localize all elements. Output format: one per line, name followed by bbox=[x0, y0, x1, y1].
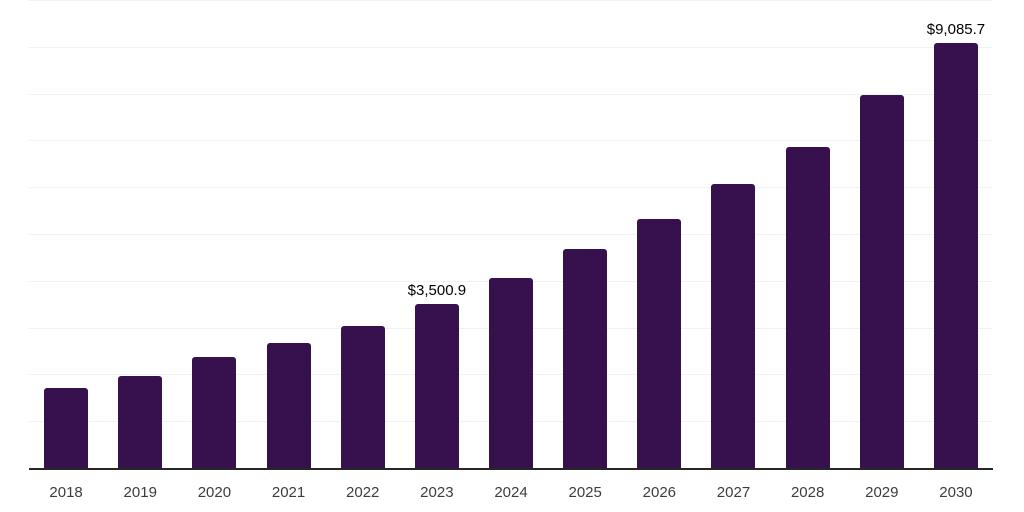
bar-group-2029 bbox=[845, 0, 919, 468]
bar-2028[interactable] bbox=[785, 146, 830, 468]
x-tick-label-2022: 2022 bbox=[346, 484, 380, 501]
bar-2026[interactable] bbox=[637, 218, 682, 468]
bar-group-2023: $3,500.9 bbox=[400, 0, 474, 468]
bar-group-2026 bbox=[622, 0, 696, 468]
x-tick-label-2028: 2028 bbox=[790, 484, 825, 501]
bar-2030[interactable] bbox=[933, 42, 978, 468]
x-tick-label-2026: 2026 bbox=[642, 484, 677, 501]
bar-value-label-2030: $9,085.7 bbox=[926, 20, 986, 38]
bar-group-2018 bbox=[29, 0, 103, 468]
bars: $3,500.9 $9,085.7 bbox=[29, 0, 993, 468]
bar-group-2028 bbox=[771, 0, 845, 468]
bar-2021[interactable] bbox=[266, 343, 311, 468]
x-tick-label-2024: 2024 bbox=[494, 484, 528, 501]
x-axis-line bbox=[29, 468, 993, 470]
bar-2023[interactable] bbox=[414, 304, 459, 468]
bar-group-2020 bbox=[177, 0, 251, 468]
gridline-8000 bbox=[29, 93, 993, 95]
x-tick-label-2029: 2029 bbox=[865, 484, 899, 501]
plot-area: $3,500.9 $9,085.7 bbox=[29, 0, 993, 468]
bar-group-2024 bbox=[474, 0, 548, 468]
gridline-6000 bbox=[29, 187, 993, 189]
x-axis-labels: 2018 2019 2020 2021 2022 2023 2024 2025 2026 2027… bbox=[29, 483, 993, 503]
bar-group-2022 bbox=[326, 0, 400, 468]
bar-2025[interactable] bbox=[563, 248, 608, 468]
bar-2022[interactable] bbox=[340, 326, 385, 468]
bar-group-2030: $9,085.7 bbox=[919, 0, 993, 468]
bar-value-label-2023: $3,500.9 bbox=[407, 282, 467, 300]
bar-group-2021 bbox=[251, 0, 325, 468]
bar-2027[interactable] bbox=[711, 183, 756, 468]
gridline-10000 bbox=[29, 0, 993, 1]
x-tick-label-2027: 2027 bbox=[716, 484, 751, 501]
bar-group-2019 bbox=[103, 0, 177, 468]
x-tick-label-2021: 2021 bbox=[271, 484, 306, 501]
gridline-7000 bbox=[29, 140, 993, 142]
gridline-9000 bbox=[29, 46, 993, 48]
bar-2019[interactable] bbox=[118, 376, 163, 468]
x-tick-label-2018: 2018 bbox=[49, 484, 83, 501]
x-tick-label-2019: 2019 bbox=[123, 484, 157, 501]
x-tick-label-2020: 2020 bbox=[197, 484, 232, 501]
bar-2020[interactable] bbox=[192, 357, 237, 468]
gridline-5000 bbox=[29, 234, 993, 235]
x-tick-label-2025: 2025 bbox=[568, 484, 602, 501]
x-tick-label-2023: 2023 bbox=[420, 484, 454, 501]
bar-2018[interactable] bbox=[44, 388, 89, 468]
bar-2029[interactable] bbox=[859, 95, 904, 468]
bar-group-2027 bbox=[696, 0, 770, 468]
bar-2024[interactable] bbox=[489, 277, 534, 468]
bar-group-2025 bbox=[548, 0, 622, 468]
x-tick-label-2030: 2030 bbox=[939, 484, 973, 501]
